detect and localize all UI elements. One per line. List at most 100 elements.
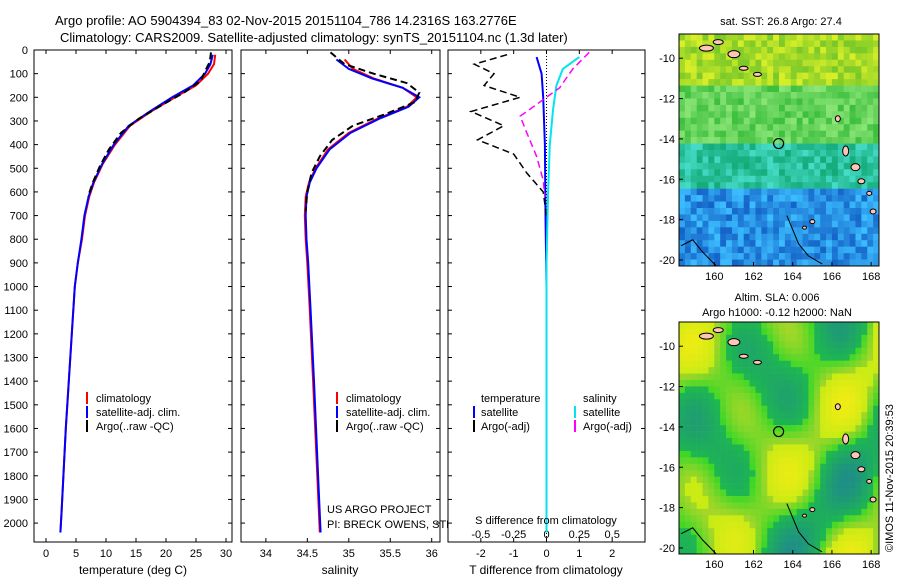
map-cell: [690, 227, 697, 235]
map-cell: [708, 175, 715, 183]
map-cell: [831, 399, 839, 407]
map-cell: [731, 143, 739, 151]
map-cell: [767, 483, 774, 490]
map-cell: [743, 137, 750, 144]
map-cell: [702, 259, 709, 267]
map-cell: [814, 405, 821, 413]
map-cell: [808, 34, 815, 41]
map-cell: [743, 373, 750, 381]
map-cell: [837, 150, 844, 157]
map-cell: [831, 412, 839, 419]
top-tick-label: -0.25: [501, 529, 526, 541]
map-cell: [708, 246, 715, 254]
map-cell: [737, 85, 744, 93]
map-cell: [743, 162, 750, 170]
map-cell: [720, 208, 727, 215]
y-tick-label: 400: [10, 140, 28, 152]
island: [857, 466, 866, 473]
map-cell: [814, 502, 821, 510]
map-cell: [737, 208, 744, 215]
map-cell: [743, 201, 750, 209]
map-cell: [690, 431, 697, 439]
map-cell: [855, 521, 862, 529]
map-cell: [737, 111, 744, 119]
map-cell: [843, 457, 850, 465]
map-cell: [696, 515, 703, 523]
map-cell: [714, 405, 721, 413]
map-cell: [849, 53, 856, 61]
map-cell: [696, 104, 703, 112]
map-cell: [743, 341, 750, 349]
map-cell: [684, 418, 692, 426]
x-tick-label: 2: [609, 548, 615, 560]
map-cell: [761, 528, 768, 535]
map-cell: [784, 137, 792, 144]
map-cell: [755, 502, 762, 510]
map-cell: [708, 380, 715, 387]
map-cell: [773, 521, 780, 529]
map-cell: [855, 46, 862, 54]
map-cell: [802, 334, 809, 342]
map-cell: [796, 156, 803, 164]
map-cell: [749, 541, 756, 548]
map-cell: [843, 508, 850, 516]
map-cell: [714, 367, 721, 374]
map-cell: [826, 405, 833, 413]
map-cell: [749, 547, 756, 555]
map-cell: [714, 508, 721, 516]
map-cell: [790, 431, 797, 439]
map-cell: [702, 412, 709, 419]
map-cell: [702, 34, 709, 41]
map-cell: [837, 450, 844, 458]
map-cell: [867, 380, 874, 387]
map-cell: [773, 508, 780, 516]
map-cell: [873, 489, 880, 497]
map-cell: [861, 328, 868, 336]
map-cell: [814, 380, 821, 387]
map-cell: [790, 259, 797, 267]
map-cell: [873, 214, 880, 222]
map-cell: [843, 79, 850, 86]
map-cell: [784, 227, 792, 235]
map-cell: [714, 240, 721, 247]
map-cell: [784, 175, 792, 183]
map-cell: [814, 59, 821, 67]
map-cell: [708, 547, 715, 555]
map-cell: [702, 188, 709, 196]
map-cell: [743, 85, 750, 93]
map-cell: [855, 457, 862, 465]
map-cell: [773, 137, 780, 144]
map-cell: [708, 208, 715, 215]
map-cell: [790, 502, 797, 510]
map-cell: [761, 489, 768, 497]
map-cell: [696, 405, 703, 413]
map-cell: [867, 438, 874, 445]
map-cell: [720, 79, 727, 86]
map-cell: [737, 46, 744, 54]
map-cell: [755, 483, 762, 490]
map-cell: [755, 367, 762, 374]
map-cell: [761, 392, 768, 400]
map-cell: [755, 457, 762, 465]
map-cell: [720, 195, 727, 202]
map-cell: [696, 175, 703, 183]
map-cell: [808, 528, 815, 535]
map-cell: [790, 150, 797, 157]
map-cell: [784, 162, 792, 170]
map-cell: [720, 450, 727, 458]
map-cell: [761, 208, 768, 215]
map-cell: [696, 450, 703, 458]
map-cell: [767, 169, 774, 177]
map-cell: [737, 418, 744, 426]
map-cell: [684, 240, 692, 247]
map-cell: [779, 463, 786, 471]
map-cell: [837, 201, 844, 209]
map-cell: [726, 156, 733, 164]
map-cell: [790, 220, 797, 228]
map-cell: [802, 85, 809, 93]
map-cell: [761, 405, 768, 413]
map-cell: [702, 104, 709, 112]
map-cell: [690, 444, 697, 452]
map-cell: [814, 534, 821, 542]
map-cell: [873, 124, 880, 131]
